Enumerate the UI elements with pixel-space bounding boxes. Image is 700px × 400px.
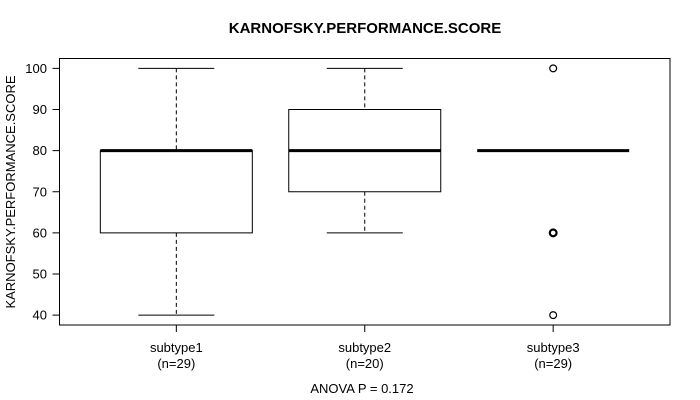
x-group-label: subtype2 [338, 340, 391, 355]
x-group-sublabel: (n=20) [346, 356, 384, 371]
outlier-point [549, 64, 558, 73]
x-group-sublabel: (n=29) [534, 356, 572, 371]
plot-content: 405060708090100subtype1(n=29)subtype2(n=… [25, 61, 630, 371]
y-tick-label: 90 [33, 102, 47, 117]
y-tick-label: 100 [25, 61, 47, 76]
y-tick-label: 50 [33, 267, 47, 282]
y-tick-label: 40 [33, 308, 47, 323]
outlier-point [549, 311, 558, 320]
y-tick-label: 60 [33, 225, 47, 240]
x-group-label: subtype1 [150, 340, 203, 355]
y-tick-label: 70 [33, 184, 47, 199]
x-group-label: subtype3 [527, 340, 580, 355]
y-axis-title: KARNOFSKY.PERFORMANCE.SCORE [3, 75, 18, 308]
outlier-point [548, 228, 558, 238]
x-group-sublabel: (n=29) [157, 356, 195, 371]
chart-title: KARNOFSKY.PERFORMANCE.SCORE [229, 20, 502, 37]
y-tick-label: 80 [33, 143, 47, 158]
anova-annotation: ANOVA P = 0.172 [310, 381, 413, 396]
iqr-box [99, 150, 253, 234]
